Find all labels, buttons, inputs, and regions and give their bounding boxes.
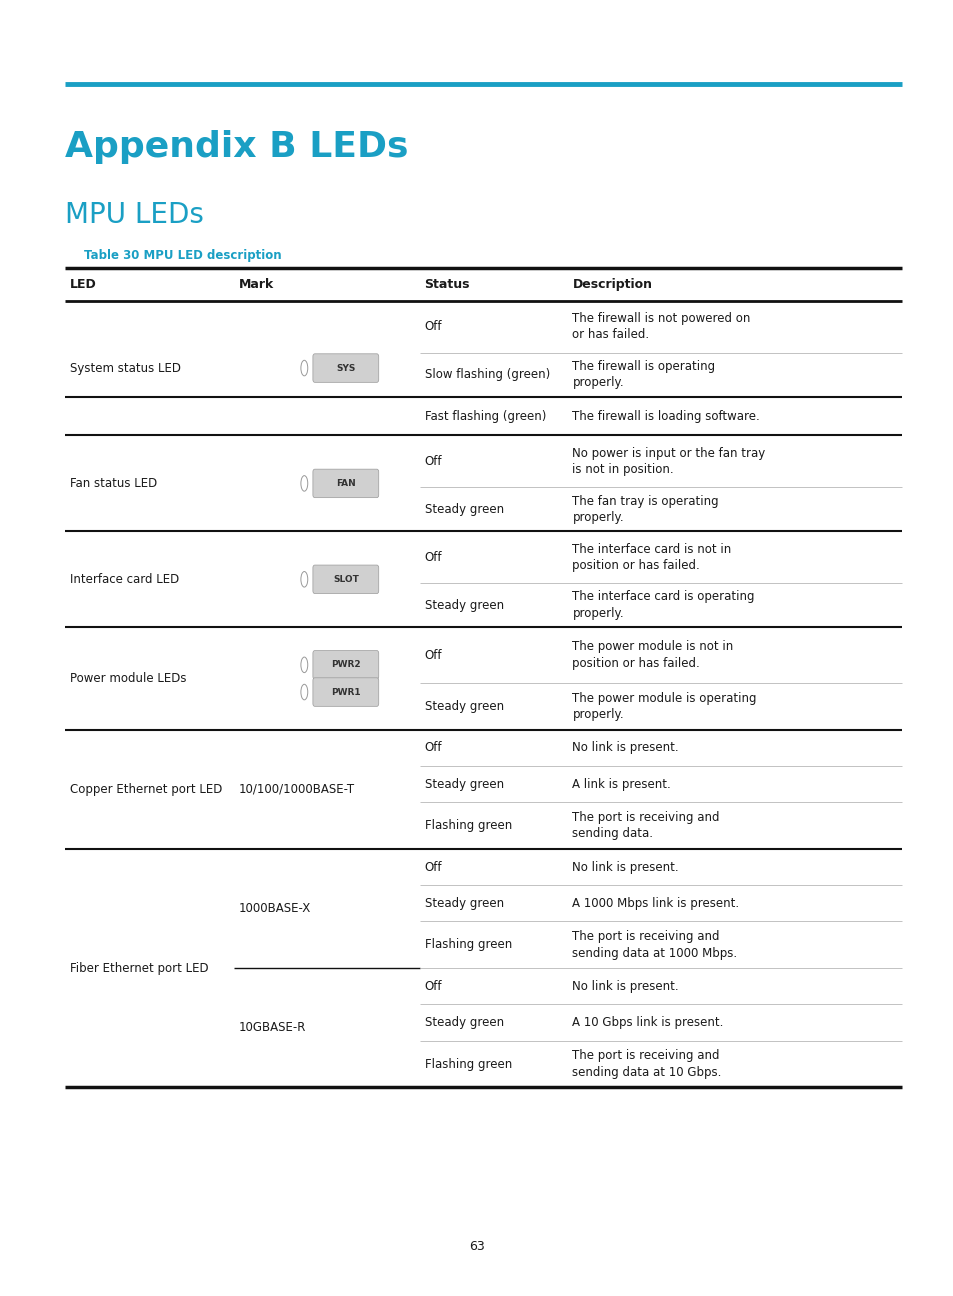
FancyBboxPatch shape <box>313 565 378 594</box>
Text: Off: Off <box>424 861 441 874</box>
Text: The port is receiving and
sending data at 10 Gbps.: The port is receiving and sending data a… <box>572 1050 721 1078</box>
Text: Table 30 MPU LED description: Table 30 MPU LED description <box>84 249 281 262</box>
Ellipse shape <box>300 572 308 587</box>
Text: The port is receiving and
sending data.: The port is receiving and sending data. <box>572 811 720 840</box>
Text: SYS: SYS <box>335 364 355 372</box>
Text: Flashing green: Flashing green <box>424 819 511 832</box>
Text: The port is receiving and
sending data at 1000 Mbps.: The port is receiving and sending data a… <box>572 931 737 959</box>
Text: Steady green: Steady green <box>424 599 503 612</box>
Ellipse shape <box>300 476 308 491</box>
Text: Off: Off <box>424 320 441 333</box>
Text: Fast flashing (green): Fast flashing (green) <box>424 410 545 422</box>
Text: The interface card is operating
properly.: The interface card is operating properly… <box>572 591 754 619</box>
Text: MPU LEDs: MPU LEDs <box>65 201 204 229</box>
Text: 1000BASE-X: 1000BASE-X <box>238 902 311 915</box>
Text: 63: 63 <box>469 1240 484 1253</box>
Text: The power module is not in
position or has failed.: The power module is not in position or h… <box>572 640 733 670</box>
Text: Steady green: Steady green <box>424 700 503 713</box>
Text: Mark: Mark <box>238 277 274 292</box>
Text: Flashing green: Flashing green <box>424 938 511 951</box>
Text: Power module LEDs: Power module LEDs <box>70 671 186 686</box>
Text: Description: Description <box>572 277 652 292</box>
Text: No link is present.: No link is present. <box>572 861 679 874</box>
Text: The firewall is not powered on
or has failed.: The firewall is not powered on or has fa… <box>572 312 750 341</box>
FancyBboxPatch shape <box>313 354 378 382</box>
Text: LED: LED <box>70 277 96 292</box>
Text: No power is input or the fan tray
is not in position.: No power is input or the fan tray is not… <box>572 447 765 476</box>
Ellipse shape <box>300 360 308 376</box>
Text: FAN: FAN <box>335 480 355 487</box>
Text: PWR2: PWR2 <box>331 661 360 669</box>
Text: Status: Status <box>424 277 470 292</box>
Text: Fan status LED: Fan status LED <box>70 477 156 490</box>
Text: Slow flashing (green): Slow flashing (green) <box>424 368 549 381</box>
Text: Fiber Ethernet port LED: Fiber Ethernet port LED <box>70 962 208 975</box>
FancyBboxPatch shape <box>313 469 378 498</box>
FancyBboxPatch shape <box>313 678 378 706</box>
Text: The power module is operating
properly.: The power module is operating properly. <box>572 692 756 721</box>
Ellipse shape <box>300 684 308 700</box>
Text: A 1000 Mbps link is present.: A 1000 Mbps link is present. <box>572 897 739 910</box>
Text: The firewall is loading software.: The firewall is loading software. <box>572 410 760 422</box>
Text: PWR1: PWR1 <box>331 688 360 696</box>
Text: Steady green: Steady green <box>424 1016 503 1029</box>
Text: 10GBASE-R: 10GBASE-R <box>238 1021 306 1034</box>
Text: A link is present.: A link is present. <box>572 778 671 791</box>
Text: Off: Off <box>424 980 441 993</box>
Text: Steady green: Steady green <box>424 503 503 516</box>
Text: Copper Ethernet port LED: Copper Ethernet port LED <box>70 783 222 796</box>
Text: Off: Off <box>424 551 441 564</box>
Text: The fan tray is operating
properly.: The fan tray is operating properly. <box>572 495 719 524</box>
Text: SLOT: SLOT <box>333 575 358 583</box>
Text: No link is present.: No link is present. <box>572 980 679 993</box>
Text: Off: Off <box>424 648 441 662</box>
Text: System status LED: System status LED <box>70 362 180 375</box>
Text: The interface card is not in
position or has failed.: The interface card is not in position or… <box>572 543 731 572</box>
Text: A 10 Gbps link is present.: A 10 Gbps link is present. <box>572 1016 723 1029</box>
Text: Steady green: Steady green <box>424 778 503 791</box>
Text: Interface card LED: Interface card LED <box>70 573 179 586</box>
Text: The firewall is operating
properly.: The firewall is operating properly. <box>572 360 715 389</box>
Text: Off: Off <box>424 741 441 754</box>
Text: No link is present.: No link is present. <box>572 741 679 754</box>
Ellipse shape <box>300 657 308 673</box>
Text: Appendix B LEDs: Appendix B LEDs <box>65 130 408 163</box>
Text: Steady green: Steady green <box>424 897 503 910</box>
FancyBboxPatch shape <box>313 651 378 679</box>
Text: Flashing green: Flashing green <box>424 1058 511 1070</box>
Text: Off: Off <box>424 455 441 468</box>
Text: 10/100/1000BASE-T: 10/100/1000BASE-T <box>238 783 355 796</box>
